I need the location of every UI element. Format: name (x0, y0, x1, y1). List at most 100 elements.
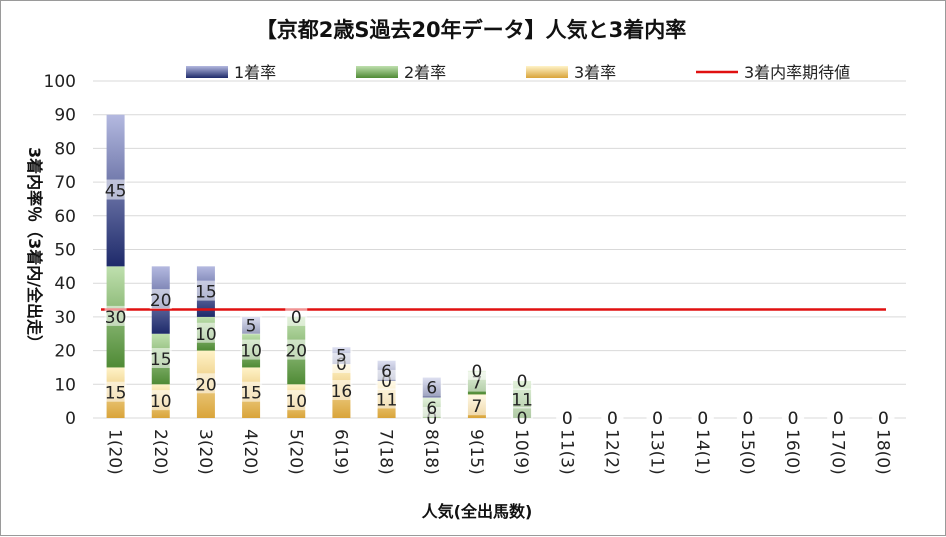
x-tick-label: 16(0) (782, 429, 802, 475)
data-label: 6 (426, 399, 437, 419)
data-label: 45 (105, 182, 127, 202)
legend-label: 1着率 (234, 63, 276, 82)
legend-label: 3着率 (574, 63, 616, 82)
x-axis-ticks: 1(20) 2(20) 3(20) 4(20) 5(20) 6(19) 7(18) 8(18)… (105, 429, 893, 475)
y-tick-label: 70 (54, 173, 76, 193)
data-label: 30 (105, 308, 127, 328)
legend-swatch (186, 66, 228, 78)
data-label: 0 (517, 409, 528, 429)
data-label-bg (149, 390, 172, 411)
data-label-bg (194, 280, 217, 301)
legend-label: 3着内率期待値 (744, 63, 850, 82)
legend: 1着率 2着率 3着率 3着内率期待値 (186, 63, 850, 82)
legend-label: 2着率 (404, 63, 446, 82)
x-tick-label: 1(20) (105, 429, 125, 475)
y-tick-label: 10 (54, 375, 76, 395)
data-label: 0 (472, 362, 483, 382)
data-label: 10 (240, 342, 262, 362)
y-tick-label: 50 (54, 241, 76, 261)
data-label-bg (511, 388, 534, 409)
data-label-bg (511, 369, 534, 390)
data-label: 0 (743, 409, 754, 429)
data-label: 0 (562, 409, 573, 429)
data-label-bg (646, 407, 669, 427)
data-label-bg (149, 348, 172, 369)
y-tick-label: 0 (65, 409, 76, 429)
data-label: 0 (878, 409, 889, 429)
data-label: 0 (697, 409, 708, 429)
x-tick-label: 5(20) (285, 429, 305, 475)
data-label-bg (149, 289, 172, 310)
data-label: 7 (472, 374, 483, 394)
data-label-bg (194, 322, 217, 343)
x-tick-label: 2(20) (150, 429, 170, 475)
data-label-bg (556, 407, 579, 427)
data-label: 0 (607, 409, 618, 429)
gridlines (93, 80, 906, 419)
data-label: 0 (833, 409, 844, 429)
data-label-bg (375, 359, 398, 380)
data-label: 5 (246, 316, 257, 336)
x-tick-label: 4(20) (240, 429, 260, 475)
data-label: 6 (381, 362, 392, 382)
x-tick-label: 6(19) (330, 429, 350, 475)
legend-swatch (356, 66, 398, 78)
data-label-bg (240, 381, 263, 402)
data-label: 20 (150, 291, 172, 311)
data-label: 20 (195, 375, 217, 395)
data-label-bg (104, 305, 127, 326)
data-label: 15 (105, 384, 127, 404)
x-tick-label: 7(18) (376, 429, 396, 475)
data-label: 11 (511, 390, 533, 410)
data-label-bg (285, 339, 308, 360)
y-tick-label: 40 (54, 274, 76, 294)
y-tick-label: 90 (54, 106, 76, 126)
x-tick-label: 10(9) (511, 429, 531, 475)
data-label-bg (285, 305, 308, 326)
data-label-bg (330, 344, 353, 365)
data-label-bg (194, 373, 217, 394)
data-label: 7 (472, 397, 483, 417)
y-axis-title-group: 3着内率％（3着内/全出走） (25, 147, 44, 351)
y-tick-label: 30 (54, 308, 76, 328)
data-label-bg (601, 407, 624, 427)
data-label: 10 (195, 325, 217, 345)
data-label: 0 (652, 409, 663, 429)
data-label-bg (691, 407, 714, 427)
data-label-bg (240, 314, 263, 335)
data-label: 11 (376, 390, 398, 410)
data-label: 0 (517, 372, 528, 392)
data-label: 6 (426, 379, 437, 399)
data-label: 16 (331, 382, 353, 402)
data-label: 0 (426, 409, 437, 429)
data-label-bg (465, 395, 488, 416)
y-tick-label: 80 (54, 139, 76, 159)
data-label-bg (104, 179, 127, 200)
data-label-bg (465, 359, 488, 380)
data-label-bg (240, 339, 263, 360)
data-labels: 1530451015202010151510510200160511060667… (104, 179, 895, 429)
chart-title: 【京都2歳S過去20年データ】人気と3着内率 (256, 18, 687, 42)
data-label-bg (104, 381, 127, 402)
data-label-bg (827, 407, 850, 427)
x-tick-label: 8(18) (421, 429, 441, 475)
data-label: 20 (285, 342, 307, 362)
x-tick-label: 14(1) (692, 429, 712, 475)
data-label: 15 (240, 384, 262, 404)
y-tick-label: 20 (54, 342, 76, 362)
y-tick-label: 60 (54, 207, 76, 227)
data-label: 0 (788, 409, 799, 429)
data-label-bg (420, 376, 443, 397)
x-tick-label: 15(0) (737, 429, 757, 475)
data-label-bg (420, 396, 443, 417)
x-tick-label: 13(1) (647, 429, 667, 475)
y-axis-ticks: 0 10 20 30 40 50 60 70 80 90 100 (44, 72, 76, 429)
data-label: 10 (150, 392, 172, 412)
data-label: 0 (291, 308, 302, 328)
x-axis-title: 人気(全出馬数) (422, 502, 533, 521)
data-label-bg (375, 388, 398, 409)
data-label: 15 (150, 350, 172, 370)
data-label-bg (330, 380, 353, 401)
